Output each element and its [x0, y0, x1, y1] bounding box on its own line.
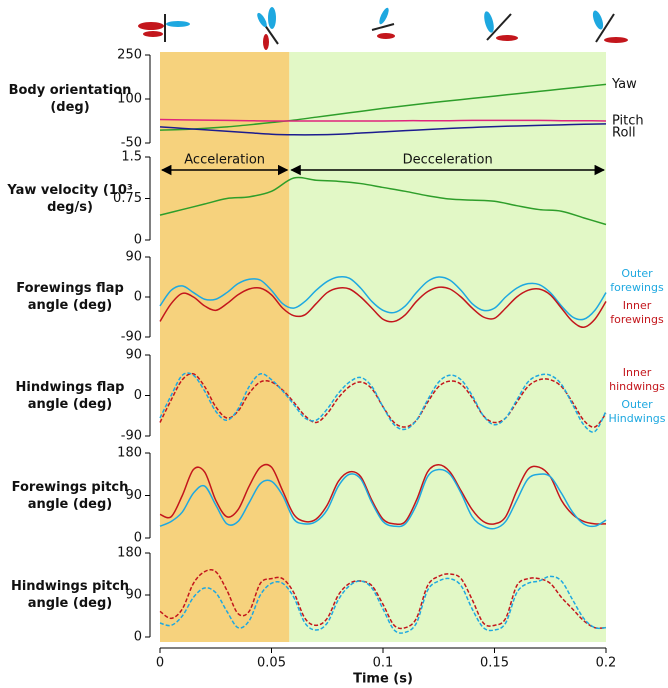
legend-label: Pitch [612, 114, 644, 129]
legend-label: Outer Hindwings [608, 397, 666, 425]
phase-shading [160, 52, 606, 642]
phase-band [160, 52, 290, 642]
legend-label: Yaw [611, 77, 637, 92]
legend: Inner hindwings Outer Hindwings [606, 366, 668, 426]
y-tick-label: 0 [134, 388, 142, 403]
series-line [159, 569, 607, 630]
dragonfly-icon [484, 11, 518, 41]
series-line [159, 118, 607, 122]
y-axis-label: Forewings flap angle (deg) [16, 281, 124, 313]
series-line [159, 575, 607, 634]
dragonfly-icons [138, 7, 628, 50]
y-tick-label: 0 [134, 630, 142, 645]
y-tick-label: -50 [121, 136, 142, 151]
dragonfly-icon [592, 10, 628, 43]
y-tick-label: 250 [117, 48, 142, 63]
y-axis-label: Yaw velocity (10³ deg/s) [7, 182, 133, 215]
y-tick-label: 90 [125, 588, 142, 603]
legend-label: Outer forewings [610, 267, 664, 294]
dragonfly-icon [138, 14, 190, 42]
y-tick-label: 90 [125, 348, 142, 363]
dragonfly-icon [371, 7, 395, 39]
y-axis-label: Body orientation (deg) [8, 83, 132, 115]
series-line [159, 463, 607, 526]
x-tick-label: 0.1 [373, 656, 394, 671]
y-tick-label: 180 [117, 446, 142, 461]
y-axis-label: Hindwings flap angle (deg) [15, 379, 125, 412]
y-tick-label: 1.5 [121, 150, 142, 165]
series-line [159, 286, 607, 328]
series-line [159, 176, 607, 226]
series-line [159, 123, 607, 136]
legend-label: Inner hindwings [609, 365, 665, 393]
y-tick-label: 90 [125, 488, 142, 503]
y-tick-label: 0 [134, 531, 142, 546]
y-tick-label: 0 [134, 290, 142, 305]
y-axis-label: Hindwings pitch angle (deg) [10, 579, 130, 611]
phase-band [289, 52, 606, 642]
phase-label: Decceleration [403, 153, 493, 168]
x-tick-label: 0.2 [596, 656, 617, 671]
series-line [159, 275, 607, 321]
dragonfly-icon [257, 7, 279, 50]
x-tick-label: 0 [156, 656, 164, 671]
series-line [159, 468, 607, 530]
y-tick-label: 0 [134, 233, 142, 248]
series-line [159, 83, 607, 131]
y-tick-label: 100 [117, 92, 142, 107]
x-tick-label: 0.05 [257, 656, 286, 671]
y-tick-label: 90 [125, 250, 142, 265]
y-tick-label: -90 [121, 330, 142, 345]
phase-label: Acceleration [184, 153, 265, 168]
x-tick-label: 0.15 [480, 656, 509, 671]
y-tick-label: -90 [121, 429, 142, 444]
series-line [159, 372, 607, 433]
legend-label: Roll [612, 126, 636, 141]
y-axis-label: Forewings pitch angle (deg) [11, 479, 129, 512]
legend-label: Inner forewings [610, 299, 664, 326]
legend: Outer forewings Inner forewings [606, 267, 668, 327]
y-tick-label: 180 [117, 546, 142, 561]
y-tick-label: 0.75 [113, 191, 142, 206]
x-axis-label: Time (s) [353, 672, 413, 687]
